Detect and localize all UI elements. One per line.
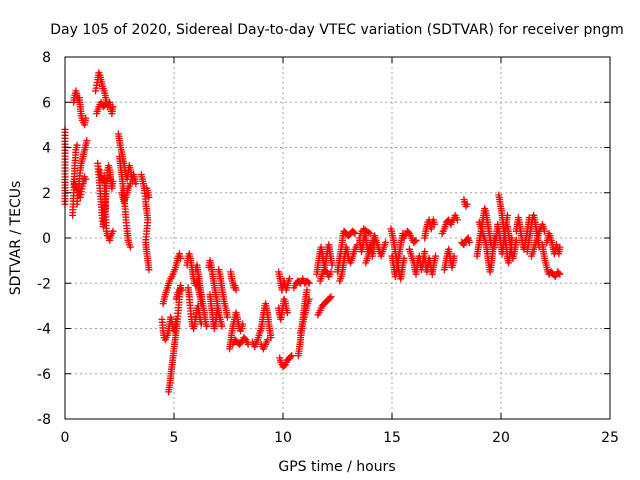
data-point [82,114,90,122]
data-point [350,228,358,236]
y-tick-label: -6 [37,367,51,383]
data-point [431,220,438,228]
data-point [432,252,440,260]
y-tick-label: 8 [42,50,51,66]
data-point [382,239,389,246]
data-point [463,200,471,208]
data-point [73,141,81,149]
data-point [126,180,134,188]
y-tick-label: 0 [42,231,51,247]
data-point [109,227,117,235]
data-point [214,304,222,312]
data-point [556,270,564,278]
data-point [287,353,295,361]
x-tick-label: 10 [274,430,292,446]
data-point [465,239,473,246]
data-point [286,275,293,283]
data-point [305,279,313,287]
data-point [304,278,312,286]
data-point [366,230,374,237]
grid-layer [65,57,610,419]
data-point [218,322,226,330]
data-point [303,286,311,294]
data-point [453,216,461,224]
data-point [145,266,153,274]
data-point [126,243,134,251]
y-tick-label: 2 [42,186,51,202]
x-tick-label: 25 [601,430,619,446]
data-series-pngm [61,69,564,396]
data-point [100,102,108,110]
data-point [305,295,313,303]
data-point [412,236,420,244]
y-tick-label: -2 [37,276,51,292]
data-point [328,261,336,269]
data-point [421,248,429,256]
y-tick-labels: -8 -6 -4 -2 0 2 4 6 8 [37,50,51,428]
data-point [145,193,153,201]
tick-layer [64,56,611,420]
data-point [223,313,231,321]
data-point [556,243,564,251]
data-point [82,175,90,183]
data-point [232,286,240,294]
data-point [203,322,211,330]
x-tick-label: 15 [383,430,401,446]
x-tick-label: 20 [492,430,510,446]
x-tick-label: 5 [170,430,179,446]
data-point [283,309,291,317]
y-tick-label: -8 [37,412,51,428]
data-point [327,293,335,301]
data-point [326,294,334,302]
x-tick-labels: 0 5 10 15 20 25 [61,430,619,446]
data-point [555,269,563,277]
data-point [327,268,335,276]
data-point [109,177,117,185]
data-point [109,103,117,111]
data-point [83,137,91,145]
data-point [101,101,109,108]
y-tick-label: -4 [37,322,51,338]
data-point [411,237,419,245]
data-point [264,336,272,344]
y-tick-label: 4 [42,141,51,157]
data-point [541,227,549,235]
data-point [450,252,458,260]
data-point [288,352,296,360]
data-point [177,254,184,262]
y-axis-label: SDTVAR / TECUs [8,181,24,296]
data-point [178,286,186,294]
chart-title: Day 105 of 2020, Sidereal Day-to-day VTE… [50,22,624,38]
x-tick-label: 0 [61,430,70,446]
data-point [239,320,247,328]
data-point [365,228,373,236]
x-axis-label: GPS time / hours [278,459,395,475]
y-tick-label: 6 [42,95,51,111]
